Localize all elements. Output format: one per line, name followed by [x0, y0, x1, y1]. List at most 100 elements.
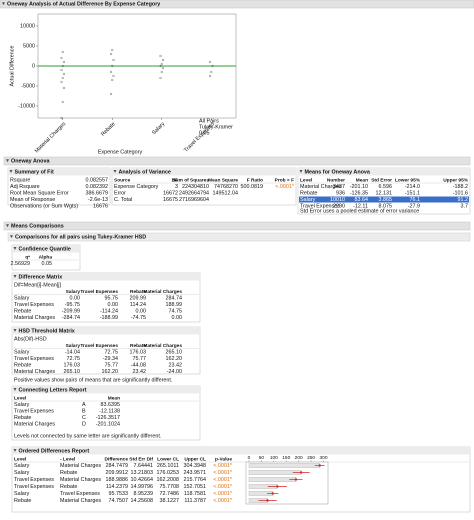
report-title: Difference Matrix [19, 274, 63, 280]
report-title: Analysis of Variance [119, 169, 171, 175]
table-cell: -201.1024 [96, 421, 120, 427]
table-cell: <.0001* [213, 498, 233, 504]
report-title-bar [12, 327, 200, 335]
table-cell: -188.99 [100, 315, 118, 321]
x-tick-label: 300 [320, 455, 328, 461]
table-cell: Rebate [60, 484, 77, 490]
column-header: Travel Expenses [80, 289, 118, 295]
table-cell: 149512.04 [213, 190, 238, 196]
data-point [109, 92, 113, 96]
table-cell: Salary [14, 491, 30, 497]
disclosure-icon[interactable] [10, 235, 13, 239]
report-caption: Dif=Mean[i]-Mean[j] [14, 282, 61, 288]
report-title-bar [12, 386, 200, 394]
table-cell: Material Charges [60, 477, 101, 483]
data-point [208, 74, 212, 78]
table-cell: Travel Expenses [14, 477, 54, 483]
table-cell: -214.0 [405, 184, 420, 190]
table-cell: 95.75 [105, 295, 119, 301]
table-cell: -151.1 [405, 190, 420, 196]
data-point [210, 70, 213, 74]
disclosure-icon[interactable] [113, 170, 117, 173]
table-cell: -126.3517 [96, 415, 120, 421]
table-cell: 2492664794 [179, 190, 209, 196]
data-point [111, 48, 114, 52]
table-cell: Material Charges [60, 463, 101, 469]
table-cell: 265.10 [64, 369, 81, 375]
table-cell: B [82, 408, 86, 414]
table-cell: 74.7507 [109, 498, 129, 504]
report-title-bar [112, 168, 296, 176]
report-title: Ordered Differences Report [19, 448, 90, 454]
table-cell: <.0001* [213, 477, 233, 483]
table-cell: 12.131 [376, 190, 393, 196]
column-header: Upper CL [184, 456, 206, 462]
data-point [109, 52, 113, 56]
column-header: Salary [66, 289, 81, 295]
subsection-title: Comparisons for all pairs using Tukey-Kr… [15, 235, 146, 241]
data-point [112, 58, 115, 62]
y-tick-label: -10000 [18, 103, 35, 109]
table-cell: 114.2379 [106, 484, 128, 490]
disclosure-icon[interactable] [2, 2, 5, 6]
data-point [60, 56, 63, 60]
table-cell: <.0001* [213, 491, 233, 497]
table-cell: 10010 [330, 197, 345, 203]
table-cell: -74.75 [131, 315, 146, 321]
table-cell: 8.95239 [134, 491, 154, 497]
table-cell: 38.1227 [160, 498, 180, 504]
data-point [161, 66, 165, 70]
table-cell: 0.082557 [86, 177, 108, 183]
disclosure-icon[interactable] [9, 170, 13, 173]
table-cell: 162.20 [166, 356, 183, 362]
table-cell: 16672 [163, 190, 178, 196]
table-cell: Root Mean Square Error [10, 190, 69, 196]
table-cell: 176.03 [64, 362, 81, 368]
section-title: Oneway Anova [11, 159, 50, 165]
disclosure-icon[interactable] [6, 159, 9, 163]
table-cell: 95.7533 [109, 491, 129, 497]
y-tick-label: -5000 [21, 83, 35, 89]
table-cell: Salary [14, 463, 30, 469]
y-tick-label: 10000 [20, 23, 35, 29]
column-header: Alpha [39, 254, 53, 260]
table-cell: C [82, 415, 86, 421]
table-cell: 224304810 [182, 184, 209, 190]
disclosure-icon[interactable] [13, 449, 17, 452]
table-cell: -29.34 [103, 356, 118, 362]
table-cell: 8.075 [379, 203, 393, 209]
column-header: - Level [60, 456, 75, 462]
disclosure-icon[interactable] [13, 329, 17, 332]
table-cell: Travel Expenses [300, 203, 340, 209]
data-point [111, 78, 114, 82]
disclosure-icon[interactable] [6, 224, 9, 228]
table-cell: A [82, 402, 86, 408]
x-tick-label: 150 [282, 455, 290, 461]
x-tick-label: 200 [295, 455, 303, 461]
column-header: F Ratio [247, 177, 263, 183]
data-point [62, 86, 66, 90]
column-header: Prob > F [275, 177, 294, 183]
table-cell: 265.10 [166, 349, 183, 355]
disclosure-icon[interactable] [13, 247, 17, 250]
comparison-label: 0.05 [199, 130, 210, 136]
report-title: Summary of Fit [15, 169, 54, 175]
table-cell: 118.7581 [184, 491, 206, 497]
report-caption: Abs(Dif)-HSD [14, 336, 47, 342]
table-cell: 152.7051 [184, 484, 206, 490]
table-cell: Expense Category [114, 184, 159, 190]
disclosure-icon[interactable] [13, 388, 17, 391]
data-point [60, 80, 63, 84]
table-cell: 215.7764 [184, 477, 206, 483]
table-cell: Salary [300, 197, 316, 203]
table-cell: 75.77 [133, 356, 147, 362]
table-cell: <.0001* [275, 184, 295, 190]
disclosure-icon[interactable] [13, 275, 17, 278]
table-cell: 0.00 [136, 308, 147, 314]
table-cell: <.0001* [213, 484, 233, 490]
disclosure-icon[interactable] [299, 170, 303, 173]
x-axis-label: Expense Category [98, 149, 143, 155]
table-cell: 83.6395 [101, 402, 121, 408]
column-header: Level [300, 177, 312, 183]
